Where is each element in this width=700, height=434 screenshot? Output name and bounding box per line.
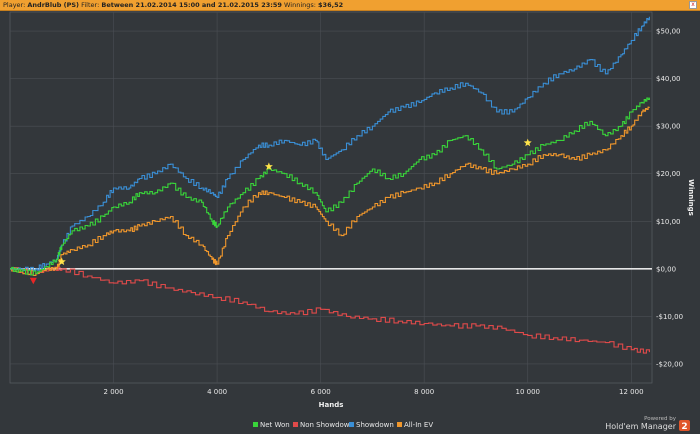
y-tick-label: -$10,00: [656, 313, 683, 321]
product-name: Hold'em Manager: [605, 422, 676, 431]
star-marker-icon: [57, 257, 66, 266]
y-tick-label: $40,00: [656, 75, 681, 83]
y-axis-title: Winnings: [687, 179, 695, 216]
y-axis-ticks: $50,00 $40,00 $30,00 $20,00 $10,00 $0,00 -$10,…: [656, 28, 683, 369]
legend-item-label: Net Won: [260, 421, 290, 429]
winnings-label: Winnings:: [283, 1, 316, 9]
y-tick-label: $30,00: [656, 123, 681, 131]
header-info: Player: AndrBlub (PS) Filter: Between 21…: [3, 0, 343, 10]
hm-logo-icon: [679, 420, 690, 431]
y-tick-label: $50,00: [656, 28, 681, 36]
x-tick-label: 6 000: [311, 388, 331, 396]
legend-swatch: [293, 422, 298, 427]
legend-item-label: Non Showdown: [300, 421, 354, 429]
x-tick-label: 4 000: [207, 388, 227, 396]
hm-logo-badge: 2: [681, 422, 687, 432]
powered-by-text: Powered by: [644, 416, 677, 422]
x-axis-ticks: 2 000 4 000 6 000 8 000 10 000 12 000: [104, 388, 644, 396]
series-line-showdown: [10, 16, 650, 272]
x-tick-label: 8 000: [414, 388, 434, 396]
close-icon[interactable]: x: [689, 1, 697, 9]
branding: Powered by Hold'em Manager 2: [605, 416, 690, 432]
plot-frame: [9, 11, 653, 384]
markers: [29, 138, 532, 285]
legend-item-label: Showdown: [356, 421, 394, 429]
header-bar: Player: AndrBlub (PS) Filter: Between 21…: [0, 0, 700, 11]
filter-label: Filter:: [81, 1, 100, 9]
x-tick-label: 12 000: [619, 388, 644, 396]
star-marker-icon: [523, 138, 532, 147]
legend-swatch: [397, 422, 402, 427]
player-label: Player:: [3, 1, 26, 9]
grid: [9, 11, 653, 384]
x-tick-label: 10 000: [515, 388, 540, 396]
y-tick-label: $20,00: [656, 170, 681, 178]
filter-value: Between 21.02.2014 15:00 and 21.02.2015 …: [101, 1, 282, 9]
star-marker-icon: [264, 162, 273, 170]
legend: Net Won Non Showdown Showdown All-In EV: [253, 421, 433, 429]
y-tick-label: $10,00: [656, 218, 681, 226]
series-line-non-showdown: [10, 266, 650, 354]
series-line-net-won: [10, 97, 650, 276]
legend-swatch: [253, 422, 258, 427]
series-lines: [10, 16, 650, 354]
x-tick-label: 2 000: [104, 388, 124, 396]
winnings-value: $36,52: [318, 1, 344, 9]
y-tick-label: -$20,00: [656, 360, 683, 368]
series-line-all-in-ev: [10, 106, 650, 276]
legend-swatch: [349, 422, 354, 427]
down-triangle-marker-icon: [29, 277, 37, 285]
player-name: AndrBlub (PS): [27, 1, 80, 9]
x-axis-title: Hands: [319, 401, 344, 409]
y-tick-label: $0,00: [656, 265, 676, 273]
legend-item-label: All-In EV: [404, 421, 433, 429]
